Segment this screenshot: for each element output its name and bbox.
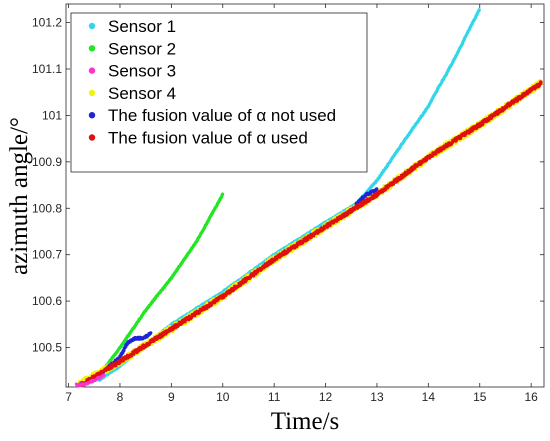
y-axis-title: azimuth angle/° — [6, 117, 33, 275]
legend-marker — [88, 67, 96, 74]
x-tick-label: 7 — [65, 390, 72, 404]
series-3 — [74, 373, 106, 388]
x-tick-label: 10 — [216, 390, 230, 404]
x-tick-label: 13 — [370, 390, 384, 404]
y-tick-label: 100.8 — [32, 201, 62, 215]
series-6 — [80, 80, 543, 388]
data-point — [539, 80, 543, 84]
data-point — [150, 343, 154, 346]
data-point — [275, 257, 279, 261]
legend-label: Sensor 3 — [108, 62, 176, 81]
legend-marker — [88, 22, 96, 30]
data-point — [328, 224, 332, 227]
data-point — [221, 192, 225, 196]
x-axis-title: Time/s — [271, 408, 340, 435]
y-tick-label: 100.7 — [32, 248, 62, 262]
legend-label: Sensor 1 — [108, 17, 176, 36]
data-point — [477, 8, 481, 12]
legend-label: The fusion value of α used — [108, 129, 308, 148]
tick-layer: 7 8 9 10 11 12 13 14 15 16 100.5 100.6 100.7 100.8 100… — [32, 4, 544, 404]
x-tick-label: 8 — [117, 390, 124, 404]
y-tick-label: 100.6 — [32, 294, 62, 308]
y-tick-label: 100.5 — [32, 341, 62, 355]
y-tick-label: 101.1 — [32, 62, 62, 76]
x-tick-label: 14 — [422, 390, 436, 404]
y-tick-label: 101.2 — [32, 16, 62, 30]
x-tick-label: 9 — [168, 390, 175, 404]
x-tick-label: 12 — [319, 390, 333, 404]
data-point — [392, 182, 395, 186]
data-point — [149, 331, 153, 335]
legend-label: The fusion value of α not used — [108, 106, 336, 125]
x-tick-label: 16 — [524, 390, 538, 404]
legend-marker — [88, 89, 96, 97]
legend-marker — [88, 45, 96, 52]
legend-marker — [88, 112, 96, 119]
series-layer — [74, 8, 543, 388]
y-tick-label: 101 — [42, 108, 62, 122]
data-point — [314, 235, 318, 239]
data-point — [306, 238, 310, 242]
data-point — [102, 374, 106, 377]
data-point — [375, 187, 379, 191]
y-tick-label: 100.9 — [32, 155, 62, 169]
data-point — [309, 235, 313, 239]
data-point — [291, 249, 295, 253]
x-tick-label: 11 — [268, 390, 281, 404]
data-point — [434, 152, 438, 156]
legend-marker — [88, 134, 96, 141]
x-tick-label: 15 — [473, 390, 487, 404]
series-2 — [98, 192, 225, 378]
legend-label: Sensor 4 — [108, 84, 176, 103]
legend: Sensor 1 Sensor 2 Sensor 3 Sensor 4 The fusi… — [70, 12, 368, 173]
legend-box — [70, 12, 368, 173]
legend-label: Sensor 2 — [108, 39, 176, 58]
